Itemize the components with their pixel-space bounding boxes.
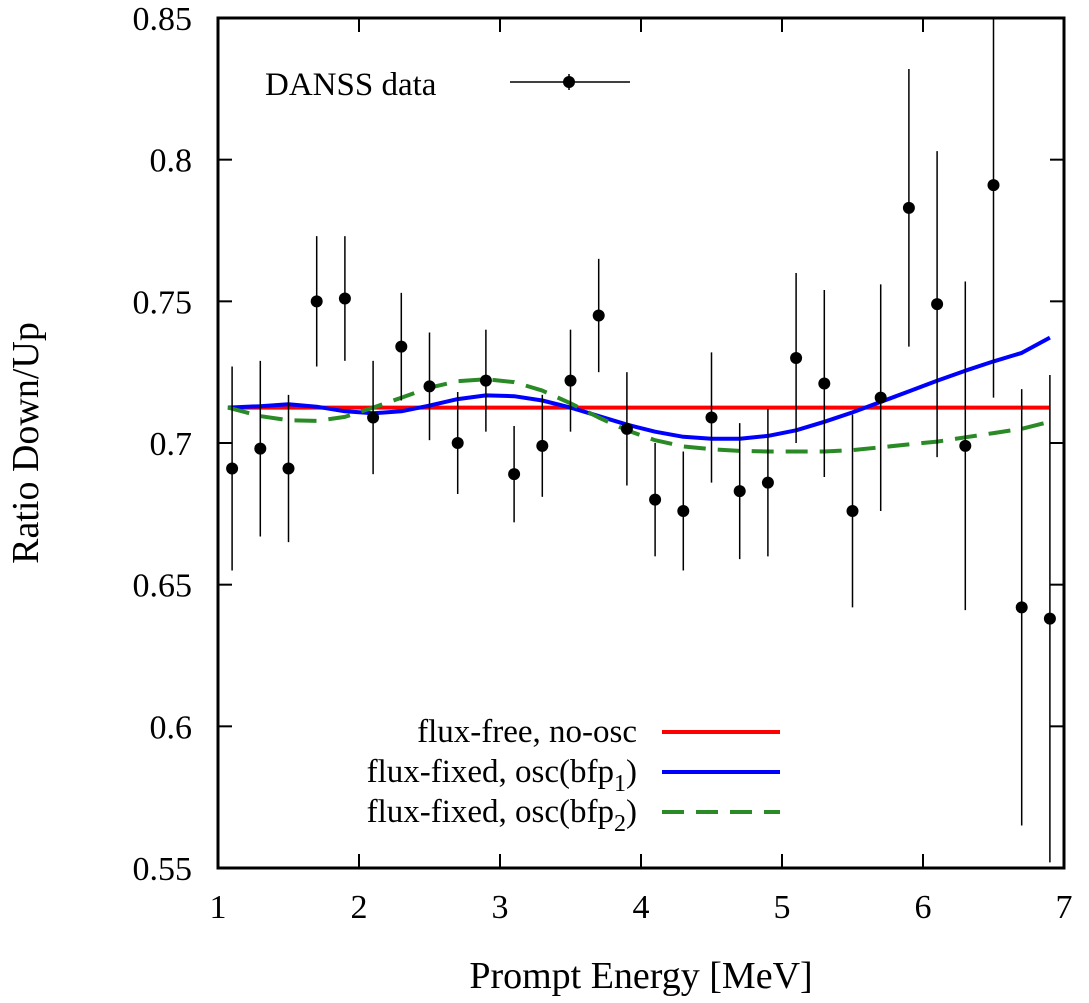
legend-entry-subscript-3: 2: [614, 811, 626, 837]
x-axis-title: Prompt Energy [MeV]: [469, 955, 812, 997]
data-point-3: [282, 462, 295, 475]
data-point-27: [959, 439, 972, 452]
legend-top-sample-dot: [563, 76, 575, 88]
data-point-24: [874, 391, 887, 404]
data-point-7: [395, 340, 408, 353]
curve-layer: [227, 335, 1051, 454]
data-point-5: [338, 292, 351, 305]
legend-top: DANSS data: [265, 67, 630, 103]
legend-top-label: DANSS data: [265, 67, 437, 103]
data-point-6: [367, 411, 380, 424]
data-point-12: [536, 439, 549, 452]
data-point-19: [733, 485, 746, 498]
data-point-2: [254, 442, 267, 455]
x-tick-label-7: 7: [1056, 889, 1073, 926]
legend-entry-label-1: flux-free, no-osc: [417, 714, 637, 750]
legend-bottom: flux-free, no-osc flux-fixed, osc(bfp1)fl…: [367, 714, 780, 837]
data-point-29: [1015, 601, 1028, 614]
x-tick-label-5: 5: [774, 889, 791, 926]
series-line-3: [227, 377, 1051, 454]
x-tick-label-1: 1: [210, 889, 227, 926]
x-tick-label-2: 2: [351, 889, 368, 926]
data-point-8: [423, 380, 436, 393]
data-point-1: [226, 462, 239, 475]
y-tick-label-5: 0.8: [150, 143, 193, 180]
x-tick-label-3: 3: [492, 889, 509, 926]
data-point-25: [902, 201, 915, 214]
data-point-23: [846, 505, 859, 517]
data-point-14: [592, 309, 605, 322]
y-tick-label-4: 0.75: [133, 284, 193, 321]
y-tick-label-2: 0.65: [133, 568, 193, 605]
data-point-17: [677, 505, 690, 517]
legend-entry-tail-3: ): [626, 794, 637, 830]
y-axis-title: Ratio Down/Up: [5, 322, 47, 564]
legend-entry-tail-2: ): [626, 754, 637, 790]
data-point-28: [987, 179, 1000, 192]
x-tick-label-6: 6: [915, 889, 932, 926]
data-point-30: [1043, 612, 1056, 625]
series-line-2: [227, 335, 1051, 441]
y-tick-label-6: 0.85: [133, 1, 193, 38]
data-point-16: [649, 493, 662, 506]
data-point-22: [818, 377, 831, 390]
data-point-layer: [226, 18, 1056, 863]
data-point-21: [790, 352, 803, 364]
data-point-10: [479, 374, 492, 387]
y-tick-label-0: 0.55: [133, 851, 193, 888]
data-point-18: [705, 411, 718, 424]
y-tick-label-1: 0.6: [150, 709, 193, 746]
data-point-15: [620, 422, 633, 435]
data-point-11: [508, 468, 521, 481]
data-point-13: [564, 374, 577, 387]
legend-entry-subscript-2: 1: [614, 771, 626, 797]
legend-entry-label-3: flux-fixed, osc(bfp2): [367, 794, 637, 837]
data-point-4: [310, 295, 323, 308]
x-tick-label-4: 4: [633, 889, 650, 926]
axis-ticks: 1 2 3 4 5 6 7 0.55 0.6 0.65 0.7 0.75 0.8 0.85: [133, 1, 1073, 926]
y-tick-label-3: 0.7: [150, 426, 193, 463]
data-point-9: [451, 437, 464, 449]
data-point-26: [931, 298, 944, 311]
data-point-20: [761, 476, 774, 489]
legend-entry-label-2: flux-fixed, osc(bfp1): [367, 754, 637, 797]
